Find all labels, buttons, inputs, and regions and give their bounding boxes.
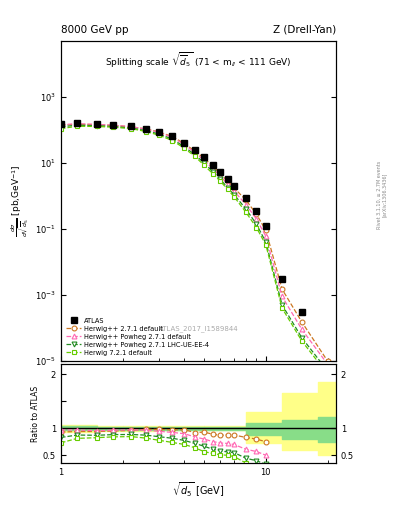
Y-axis label: $\frac{d\sigma}{d\sqrt{\overline{d}_5}}$ [pb,GeV$^{-1}$]: $\frac{d\sigma}{d\sqrt{\overline{d}_5}}$… [9, 164, 31, 238]
Text: 8000 GeV pp: 8000 GeV pp [61, 25, 129, 35]
Y-axis label: Ratio to ATLAS: Ratio to ATLAS [31, 386, 40, 441]
Text: Rivet 3.1.10, ≥ 2.7M events: Rivet 3.1.10, ≥ 2.7M events [377, 160, 382, 229]
Text: [arXiv:1306.3436]: [arXiv:1306.3436] [382, 173, 387, 217]
X-axis label: $\sqrt{d_5}$ [GeV]: $\sqrt{d_5}$ [GeV] [172, 480, 225, 499]
Text: Z (Drell-Yan): Z (Drell-Yan) [273, 25, 336, 35]
Text: Splitting scale $\sqrt{\overline{d}_5}$ (71 < m$_{ll}$ < 111 GeV): Splitting scale $\sqrt{\overline{d}_5}$ … [105, 51, 292, 70]
Text: ATLAS_2017_I1589844: ATLAS_2017_I1589844 [159, 326, 238, 332]
Legend: ATLAS, Herwig++ 2.7.1 default, Herwig++ Powheg 2.7.1 default, Herwig++ Powheg 2.: ATLAS, Herwig++ 2.7.1 default, Herwig++ … [64, 315, 211, 357]
